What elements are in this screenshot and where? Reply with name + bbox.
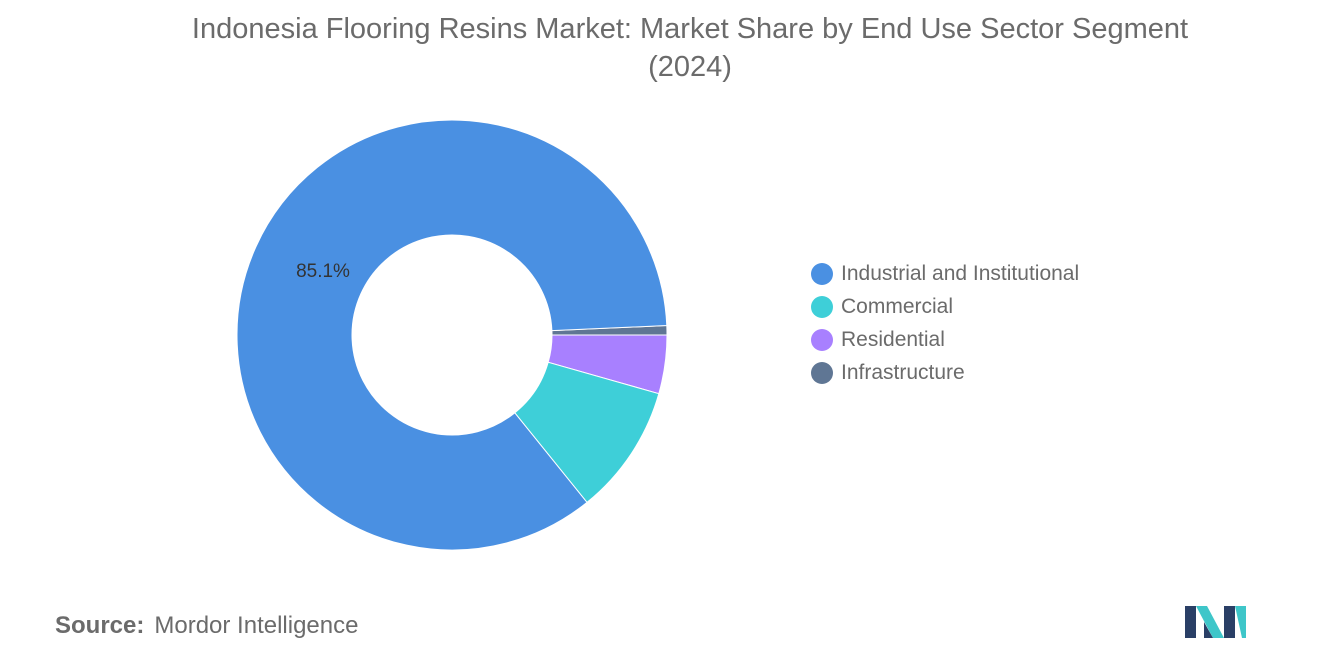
legend-swatch-icon	[811, 262, 833, 285]
logo-shape-mid2	[1204, 622, 1213, 638]
chart-subtitle: (2024)	[648, 51, 732, 83]
legend-label: Industrial and Institutional	[841, 261, 1080, 285]
donut-slices	[236, 119, 668, 551]
legend-label: Residential	[841, 327, 945, 351]
legend-item-industrial-and-institutional: Industrial and Institutional	[811, 257, 1079, 290]
logo-shape-accent	[1235, 606, 1246, 638]
logo-shape-right	[1224, 606, 1235, 638]
source-note: Source: Mordor Intelligence	[55, 612, 358, 640]
chart-title: Indonesia Flooring Resins Market: Market…	[0, 10, 1320, 86]
mordor-intelligence-logo-icon	[1185, 606, 1246, 638]
donut-data-labels: 85.1%	[296, 261, 350, 282]
logo-shape-left	[1185, 606, 1196, 638]
chart-legend: Industrial and Institutional Commercial Re…	[811, 257, 1079, 389]
logo-shape-mid	[1196, 606, 1224, 638]
data-label-industrial-and-institutional: 85.1%	[296, 261, 350, 282]
source-label: Source:	[55, 612, 145, 639]
legend-label: Commercial	[841, 294, 954, 318]
legend-swatch-icon	[811, 295, 833, 318]
donut-slice-industrial-and-institutional	[236, 119, 668, 551]
legend-item-commercial: Commercial	[811, 290, 1079, 323]
source-text: Mordor Intelligence	[154, 612, 359, 639]
chart-title-text: Indonesia Flooring Resins Market: Market…	[191, 13, 1189, 45]
legend-item-infrastructure: Infrastructure	[811, 356, 1079, 389]
legend-swatch-icon	[811, 328, 833, 351]
legend-label: Infrastructure	[841, 360, 965, 384]
legend-item-residential: Residential	[811, 323, 1079, 356]
legend-swatch-icon	[811, 361, 833, 384]
